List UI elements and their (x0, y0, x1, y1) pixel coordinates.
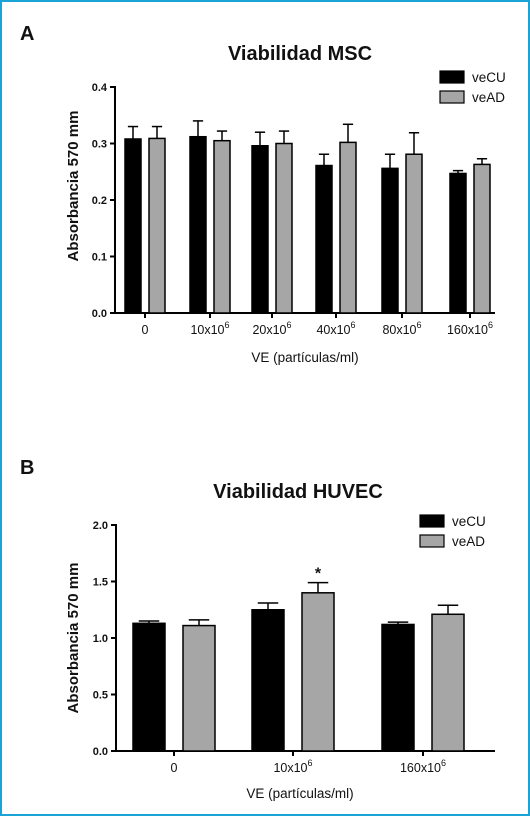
legend-label-veAD-b: veAD (452, 534, 485, 549)
bar-veCU-a (381, 167, 399, 314)
y-axis-label-a: Absorbancia 570 mm (65, 111, 82, 262)
bar-veCU-a (449, 172, 467, 314)
x-tick-label-a: 160x106 (447, 320, 493, 337)
panel-letter-a: A (20, 23, 34, 45)
x-tick-exponent: 6 (417, 320, 422, 330)
x-tick-exponent: 6 (488, 320, 493, 330)
legend-swatch-veCU-a (439, 70, 465, 84)
chart-panel-b: B Viabilidad HUVEC Absorbancia 570 mm VE… (20, 457, 495, 801)
y-tick-label-a: 0.1 (92, 252, 107, 264)
legend-label-veAD-a: veAD (472, 90, 505, 105)
bar-veCU-b (251, 609, 285, 752)
bar-veAD-b (182, 624, 216, 752)
bar-veAD-a (339, 141, 357, 314)
x-tick-exponent: 6 (308, 758, 313, 768)
x-tick-exponent: 6 (287, 320, 292, 330)
legend-swatch-veAD-b (419, 534, 445, 548)
bar-veCU-b (132, 622, 166, 752)
legend-label-veCU-a: veCU (472, 70, 506, 85)
x-tick-label-b: 0 (171, 761, 178, 775)
x-tick-label-a: 10x106 (190, 320, 229, 337)
y-tick-label-a: 0.4 (92, 82, 108, 94)
significance-marker-b: * (315, 566, 322, 583)
y-tick-label-a: 0.2 (92, 195, 107, 207)
x-axis-label-b: VE (partículas/ml) (246, 786, 353, 801)
y-tick-label-b: 0.5 (93, 690, 108, 702)
legend-swatch-veCU-b (419, 514, 445, 528)
panel-letter-b: B (20, 457, 34, 479)
bar-veAD-a (405, 153, 423, 314)
bar-veCU-a (124, 138, 142, 314)
y-tick-label-b: 1.5 (93, 577, 108, 589)
bar-veAD-a (213, 139, 231, 314)
bar-veAD-a (148, 137, 166, 314)
plot-area-b: 0.0 0.5 1.0 1.5 2.0 0 10x106 160x106 * veCU veAD (93, 514, 495, 775)
bar-veAD-b (431, 613, 465, 752)
x-tick-label-b: 10x106 (273, 758, 312, 775)
y-tick-label-b: 2.0 (93, 520, 108, 532)
bar-veCU-a (251, 145, 269, 314)
bar-veAD-a (473, 163, 491, 314)
chart-title-a: Viabilidad MSC (228, 43, 372, 65)
x-tick-label-a: 80x106 (382, 320, 421, 337)
y-tick-label-b: 1.0 (93, 633, 108, 645)
x-tick-label-a: 0 (142, 323, 149, 337)
x-tick-label-b: 160x106 (400, 758, 446, 775)
x-tick-label-a: 40x106 (316, 320, 355, 337)
x-tick-exponent: 6 (441, 758, 446, 768)
chart-panel-a: A Viabilidad MSC Absorbancia 570 mm VE (… (20, 23, 506, 365)
bar-veCU-a (315, 164, 333, 314)
y-tick-label-a: 0.0 (92, 308, 107, 320)
legend-label-veCU-b: veCU (452, 514, 486, 529)
x-tick-exponent: 6 (225, 320, 230, 330)
x-axis-label-a: VE (partículas/ml) (251, 350, 358, 365)
y-tick-label-b: 0.0 (93, 746, 108, 758)
bar-veCU-b (381, 623, 415, 752)
x-tick-label-a: 20x106 (252, 320, 291, 337)
bar-veAD-a (275, 142, 293, 314)
x-tick-exponent: 6 (351, 320, 356, 330)
bar-veAD-b (301, 592, 335, 752)
plot-area-a: 0.0 0.1 0.2 0.3 0.4 0 10x106 20x106 40x106 80x106… (92, 70, 506, 337)
y-tick-label-a: 0.3 (92, 139, 107, 151)
bar-veCU-a (189, 135, 207, 314)
legend-swatch-veAD-a (439, 90, 465, 104)
y-axis-label-b: Absorbancia 570 mm (65, 563, 82, 714)
chart-title-b: Viabilidad HUVEC (213, 481, 383, 503)
